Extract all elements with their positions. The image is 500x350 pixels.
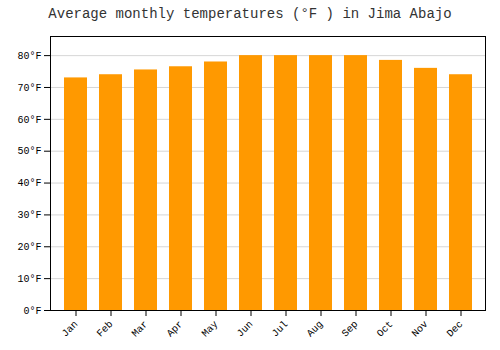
svg-text:70°F: 70°F [17,83,41,94]
svg-text:50°F: 50°F [17,146,41,157]
svg-text:Dec: Dec [445,319,466,340]
svg-text:0°F: 0°F [23,306,41,317]
svg-text:Jan: Jan [60,319,81,340]
svg-text:10°F: 10°F [17,274,41,285]
svg-text:Feb: Feb [95,319,116,340]
svg-text:80°F: 80°F [17,51,41,62]
svg-text:Jun: Jun [235,319,256,340]
svg-text:Sep: Sep [340,319,361,340]
svg-text:Aug: Aug [305,319,326,340]
svg-text:Jul: Jul [270,319,291,340]
svg-text:20°F: 20°F [17,242,41,253]
html-text:Average monthly temperatures (: Average monthly temperatures (°F ) in Ji… [48,6,452,22]
svg-text:60°F: 60°F [17,115,41,126]
svg-text:Apr: Apr [165,319,186,340]
svg-text:Mar: Mar [130,319,151,340]
svg-text:May: May [200,319,221,340]
svg-text:Oct: Oct [375,319,396,340]
svg-text:30°F: 30°F [17,210,41,221]
svg-text:Nov: Nov [410,319,431,340]
svg-text:40°F: 40°F [17,178,41,189]
